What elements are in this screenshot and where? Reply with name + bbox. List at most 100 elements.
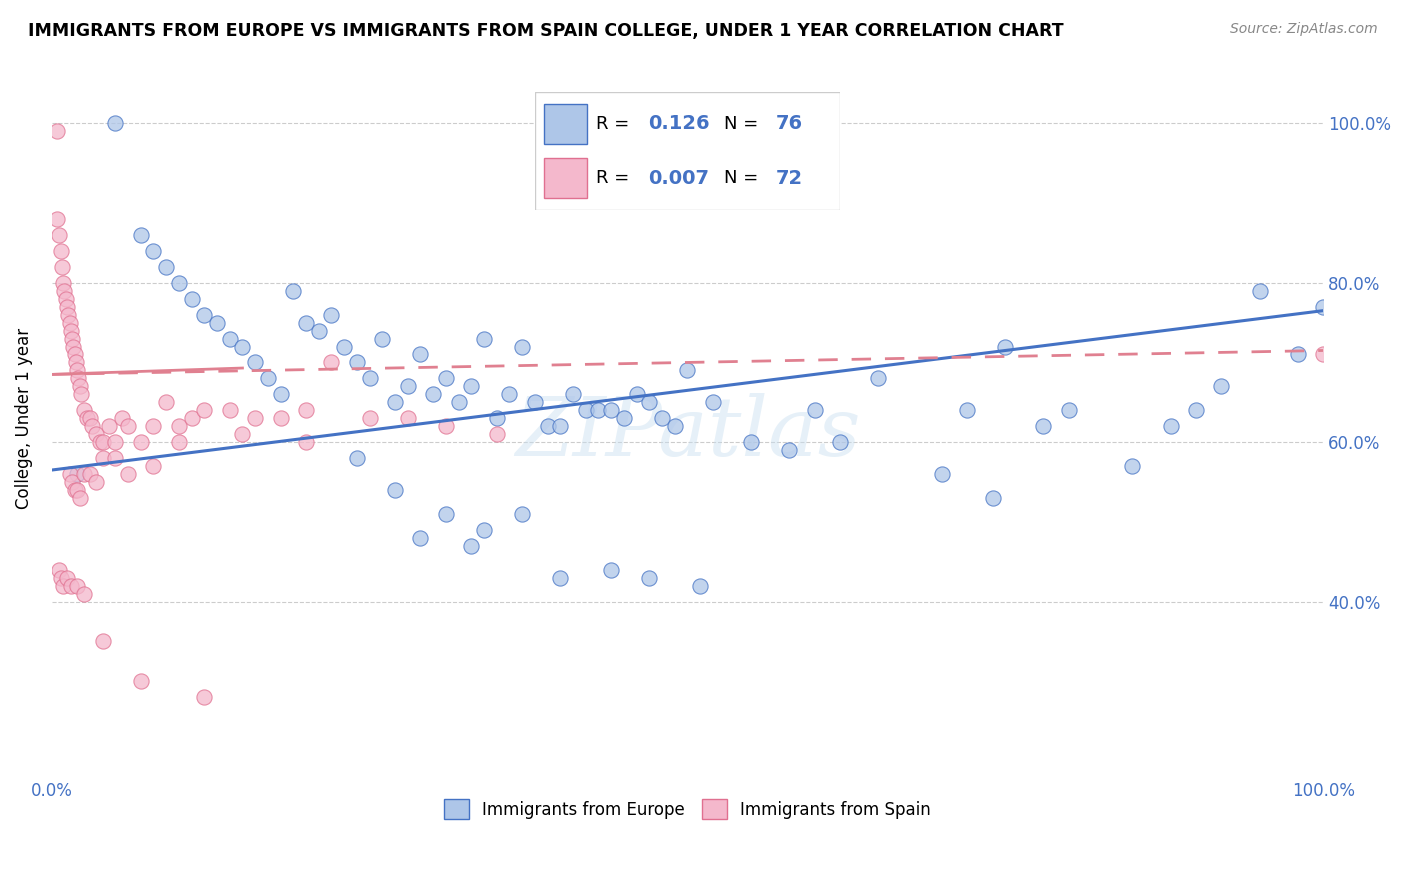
Point [510, 339, 533, 353]
Point [155, 260, 177, 274]
Point [664, 419, 686, 434]
Point [58, 316, 80, 330]
Point [72, 403, 94, 417]
Point [58, 308, 80, 322]
Point [167, 276, 190, 290]
Point [111, 411, 134, 425]
Point [396, 411, 419, 425]
Point [59, 324, 82, 338]
Point [308, 324, 330, 338]
Point [321, 308, 343, 322]
Point [52, 578, 75, 592]
Point [638, 395, 661, 409]
Point [69, 491, 91, 505]
Point [63, 483, 86, 497]
Point [409, 531, 432, 545]
Point [167, 419, 190, 434]
Point [1160, 419, 1182, 434]
Text: ZIPatlas: ZIPatlas [515, 392, 860, 473]
Point [62, 339, 84, 353]
Point [63, 347, 86, 361]
Point [84, 475, 107, 489]
Point [82, 419, 104, 434]
Point [58, 467, 80, 481]
Point [740, 435, 762, 450]
Point [218, 403, 240, 417]
Point [333, 339, 356, 353]
Point [384, 483, 406, 497]
Point [498, 387, 520, 401]
Point [803, 403, 825, 417]
Point [485, 411, 508, 425]
Point [523, 395, 546, 409]
Point [689, 578, 711, 592]
Point [60, 475, 83, 489]
Point [270, 387, 292, 401]
Point [48, 227, 70, 242]
Point [396, 379, 419, 393]
Point [66, 363, 89, 377]
Point [55, 292, 77, 306]
Point [104, 116, 127, 130]
Point [434, 419, 457, 434]
Point [84, 427, 107, 442]
Point [434, 507, 457, 521]
Point [56, 571, 79, 585]
Point [66, 578, 89, 592]
Point [434, 371, 457, 385]
Point [384, 395, 406, 409]
Point [295, 316, 318, 330]
Point [1312, 300, 1334, 314]
Point [91, 435, 114, 450]
Text: IMMIGRANTS FROM EUROPE VS IMMIGRANTS FROM SPAIN COLLEGE, UNDER 1 YEAR CORRELATIO: IMMIGRANTS FROM EUROPE VS IMMIGRANTS FRO… [28, 22, 1064, 40]
Point [205, 316, 228, 330]
Point [956, 403, 979, 417]
Point [180, 292, 202, 306]
Point [49, 571, 72, 585]
Point [1121, 458, 1143, 473]
Point [231, 427, 253, 442]
Point [651, 411, 673, 425]
Point [778, 443, 800, 458]
Point [142, 458, 165, 473]
Point [243, 411, 266, 425]
Point [79, 411, 101, 425]
Point [89, 435, 111, 450]
Point [460, 539, 482, 553]
Point [485, 427, 508, 442]
Point [155, 395, 177, 409]
Point [270, 411, 292, 425]
Point [129, 674, 152, 689]
Point [142, 419, 165, 434]
Point [66, 483, 89, 497]
Point [931, 467, 953, 481]
Point [59, 578, 82, 592]
Point [575, 403, 598, 417]
Point [69, 379, 91, 393]
Legend: Immigrants from Europe, Immigrants from Spain: Immigrants from Europe, Immigrants from … [437, 792, 938, 826]
Point [1312, 347, 1334, 361]
Point [193, 690, 215, 705]
Point [51, 260, 73, 274]
Point [218, 332, 240, 346]
Point [359, 371, 381, 385]
Point [1249, 284, 1271, 298]
Point [994, 339, 1017, 353]
Point [409, 347, 432, 361]
Point [1032, 419, 1054, 434]
Point [600, 563, 623, 577]
Point [56, 300, 79, 314]
Point [562, 387, 585, 401]
Point [70, 387, 93, 401]
Point [72, 586, 94, 600]
Point [180, 411, 202, 425]
Point [52, 276, 75, 290]
Point [91, 451, 114, 466]
Point [472, 332, 495, 346]
Point [193, 403, 215, 417]
Point [283, 284, 305, 298]
Point [588, 403, 610, 417]
Point [231, 339, 253, 353]
Point [600, 403, 623, 417]
Point [510, 507, 533, 521]
